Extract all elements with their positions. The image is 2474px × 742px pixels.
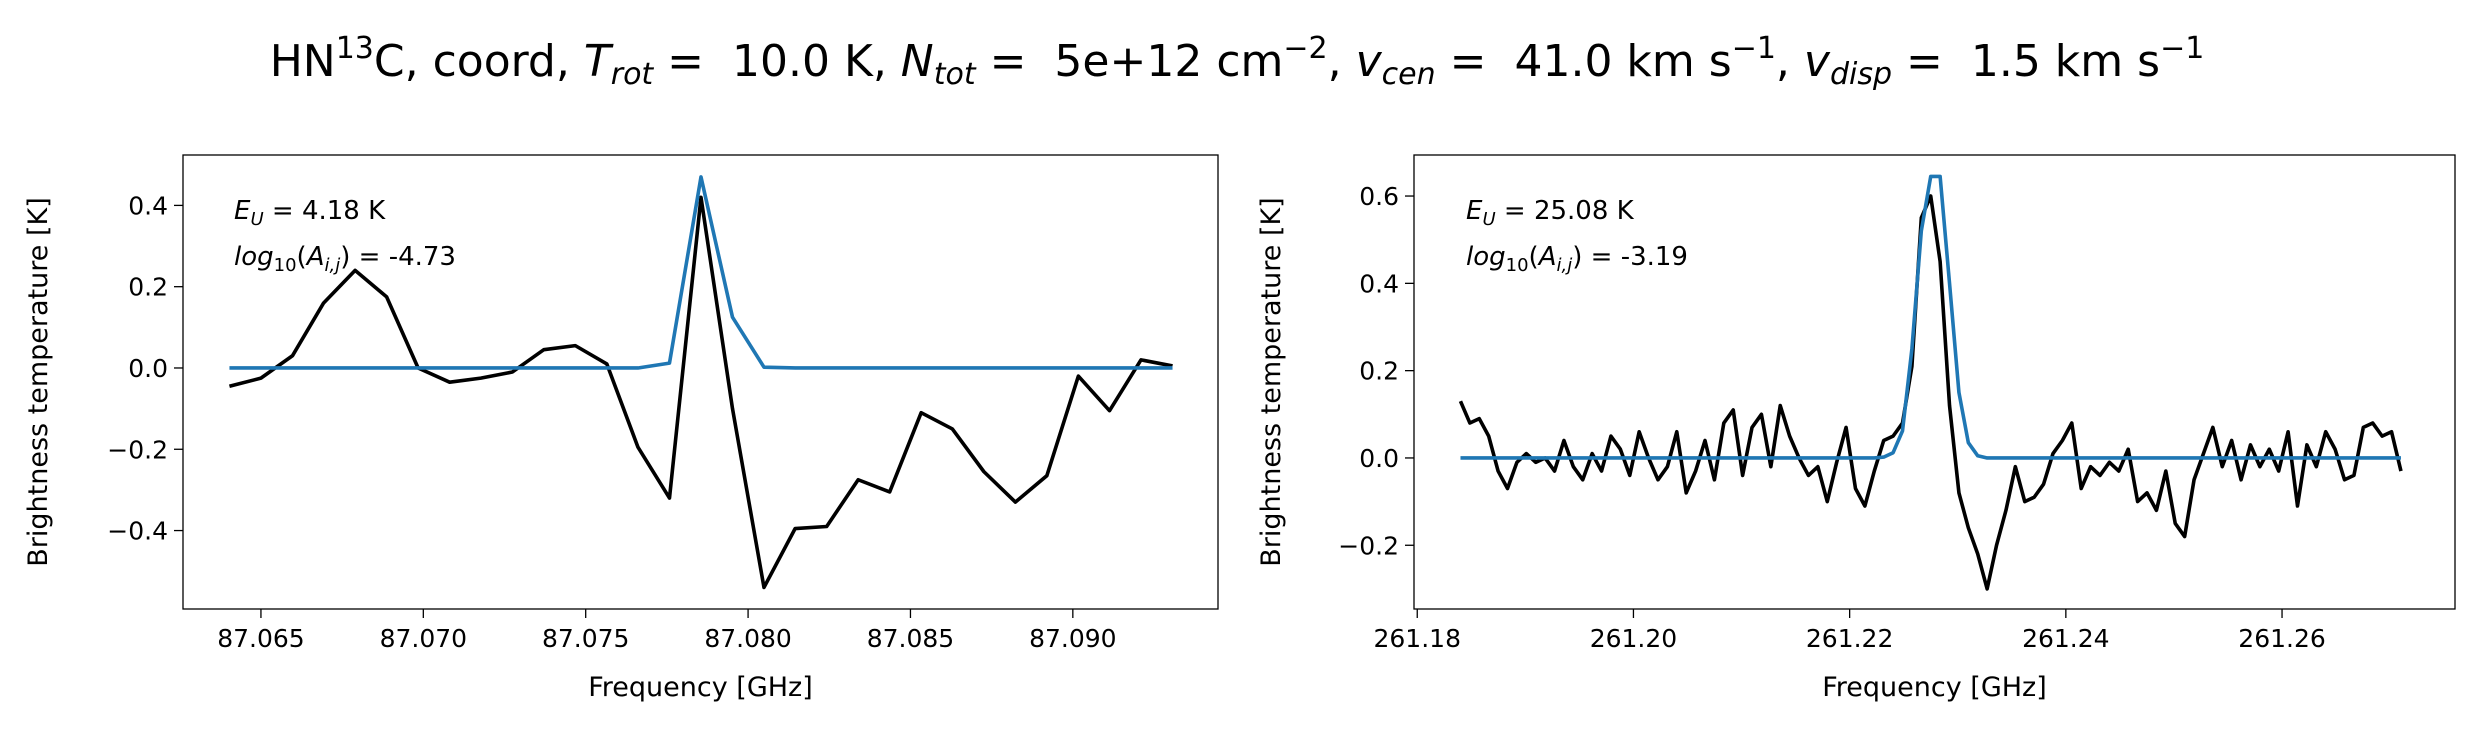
annotation: log10(Ai,j) = -3.19 bbox=[1466, 242, 1688, 276]
annotation-part: = 25.08 K bbox=[1496, 196, 1635, 226]
annotation-part: ) = -3.19 bbox=[1572, 242, 1688, 272]
annotation: EU = 4.18 K bbox=[234, 196, 386, 230]
data-line bbox=[1460, 174, 2401, 460]
y-tick-label: 0.2 bbox=[1359, 357, 1399, 386]
title-part: HN bbox=[270, 36, 336, 87]
y-axis-label: Brightness temperature [K] bbox=[1256, 197, 1287, 566]
title-part: = 5e+12 cm bbox=[976, 36, 1284, 87]
x-tick-label: 87.090 bbox=[1029, 624, 1116, 653]
title-part: 13 bbox=[336, 31, 374, 66]
title-part: disp bbox=[1830, 57, 1892, 92]
plot-frame bbox=[1413, 154, 2456, 610]
annotation-part: U bbox=[1482, 209, 1495, 230]
x-tick-label: 261.22 bbox=[1806, 624, 1893, 653]
title-part: −1 bbox=[2160, 31, 2204, 66]
y-tick-label: 0.6 bbox=[1359, 182, 1399, 211]
title-part: , bbox=[1776, 36, 1804, 87]
annotation-part: E bbox=[1466, 196, 1483, 226]
x-axis-label: Frequency [GHz] bbox=[1822, 672, 2047, 703]
y-tick-label: −0.2 bbox=[107, 435, 168, 464]
title-part: = 10.0 K, bbox=[653, 36, 901, 87]
x-tick-label: 87.085 bbox=[867, 624, 954, 653]
title-part: −1 bbox=[1732, 31, 1776, 66]
title-part: , bbox=[1328, 36, 1356, 87]
annotation-part: 10 bbox=[1506, 255, 1529, 276]
annotation-part: = 4.18 K bbox=[264, 196, 386, 226]
y-tick-label: 0.0 bbox=[128, 354, 168, 383]
annotation: EU = 25.08 K bbox=[1466, 196, 1635, 230]
data-line bbox=[228, 195, 1173, 590]
annotation-part: ( bbox=[1529, 242, 1539, 272]
x-tick-label: 261.24 bbox=[2022, 624, 2109, 653]
title-part: −2 bbox=[1283, 31, 1327, 66]
annotation-part: E bbox=[234, 196, 251, 226]
annotation-part: A bbox=[305, 242, 325, 272]
annotation-part: log bbox=[234, 242, 274, 272]
title-part: v bbox=[1804, 36, 1831, 87]
x-axis-label: Frequency [GHz] bbox=[588, 672, 813, 703]
title-part: tot bbox=[934, 57, 977, 92]
annotation-part: i,j bbox=[325, 255, 341, 276]
x-tick-label: 261.20 bbox=[1590, 624, 1677, 653]
title-part: = 1.5 km s bbox=[1892, 36, 2160, 87]
annotation-part: log bbox=[1466, 242, 1506, 272]
y-tick-label: −0.2 bbox=[1338, 531, 1399, 560]
annotation-part: U bbox=[250, 209, 263, 230]
y-tick-label: −0.4 bbox=[107, 517, 168, 546]
x-tick-label: 261.18 bbox=[1374, 624, 1461, 653]
annotation-part: 10 bbox=[274, 255, 297, 276]
annotation-part: ) = -4.73 bbox=[340, 242, 456, 272]
title-part: T bbox=[584, 36, 614, 87]
y-tick-label: 0.2 bbox=[128, 273, 168, 302]
annotation: log10(Ai,j) = -4.73 bbox=[234, 242, 456, 276]
annotation-part: A bbox=[1537, 242, 1557, 272]
annotation-part: ( bbox=[297, 242, 307, 272]
title-part: = 41.0 km s bbox=[1436, 36, 1732, 87]
x-tick-label: 87.080 bbox=[704, 624, 791, 653]
figure-title: HN13C, coord, Trot = 10.0 K, Ntot = 5e+1… bbox=[270, 31, 2205, 92]
y-tick-label: 0.0 bbox=[1359, 444, 1399, 473]
data-line bbox=[229, 175, 1173, 370]
title-part: rot bbox=[611, 57, 655, 92]
title-part: N bbox=[901, 36, 934, 87]
y-tick-label: 0.4 bbox=[128, 191, 168, 220]
data-line bbox=[1458, 194, 2403, 591]
y-tick-label: 0.4 bbox=[1359, 269, 1399, 298]
annotation-part: i,j bbox=[1557, 255, 1573, 276]
title-part: v bbox=[1356, 36, 1383, 87]
title-part: C, coord, bbox=[374, 36, 584, 87]
title-part: cen bbox=[1382, 57, 1436, 92]
x-tick-label: 87.070 bbox=[380, 624, 467, 653]
x-tick-label: 261.26 bbox=[2238, 624, 2325, 653]
y-axis-label: Brightness temperature [K] bbox=[23, 197, 54, 566]
x-tick-label: 87.065 bbox=[217, 624, 304, 653]
plot-frame bbox=[182, 154, 1219, 610]
x-tick-label: 87.075 bbox=[542, 624, 629, 653]
